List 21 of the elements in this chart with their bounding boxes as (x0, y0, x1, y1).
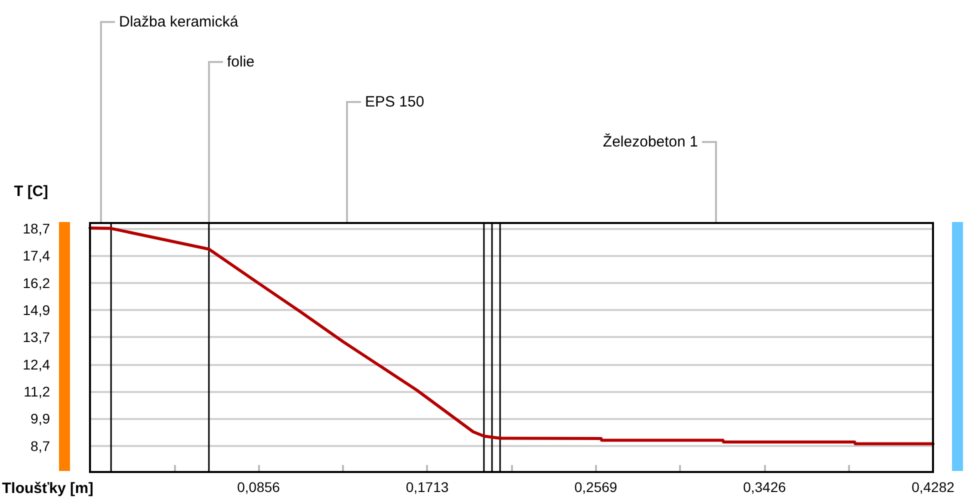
x-tick-label: 0,4282 (912, 479, 955, 495)
text: Železobeton 1 (602, 132, 698, 150)
y-tick-label: 17,4 (22, 248, 50, 264)
text: folie (227, 54, 255, 70)
y-tick-label: 12,4 (22, 356, 50, 372)
y-axis-title: T [C] (14, 183, 48, 200)
x-tick-label: 0,0856 (237, 479, 280, 495)
line-series (88, 226, 934, 446)
y-tick-label: 18,7 (22, 220, 50, 236)
y-tick-label: 16,2 (22, 274, 50, 291)
text: Dlažba keramická (119, 14, 239, 30)
y-tick-label: 11,2 (24, 384, 50, 400)
x-axis-title: Tloušťky [m] (2, 480, 94, 497)
x-tick-label: 0,1713 (406, 479, 449, 495)
y-tick-label: 13,7 (22, 329, 50, 346)
x-tick-label: 0,2569 (574, 479, 618, 495)
x-tick-label: 0,3426 (743, 479, 786, 495)
y-tick-label: 8,7 (30, 438, 50, 454)
text: EPS 150 (365, 94, 424, 110)
y-tick-label: 14,9 (22, 302, 50, 318)
y-tick-label: 9,9 (30, 410, 50, 427)
